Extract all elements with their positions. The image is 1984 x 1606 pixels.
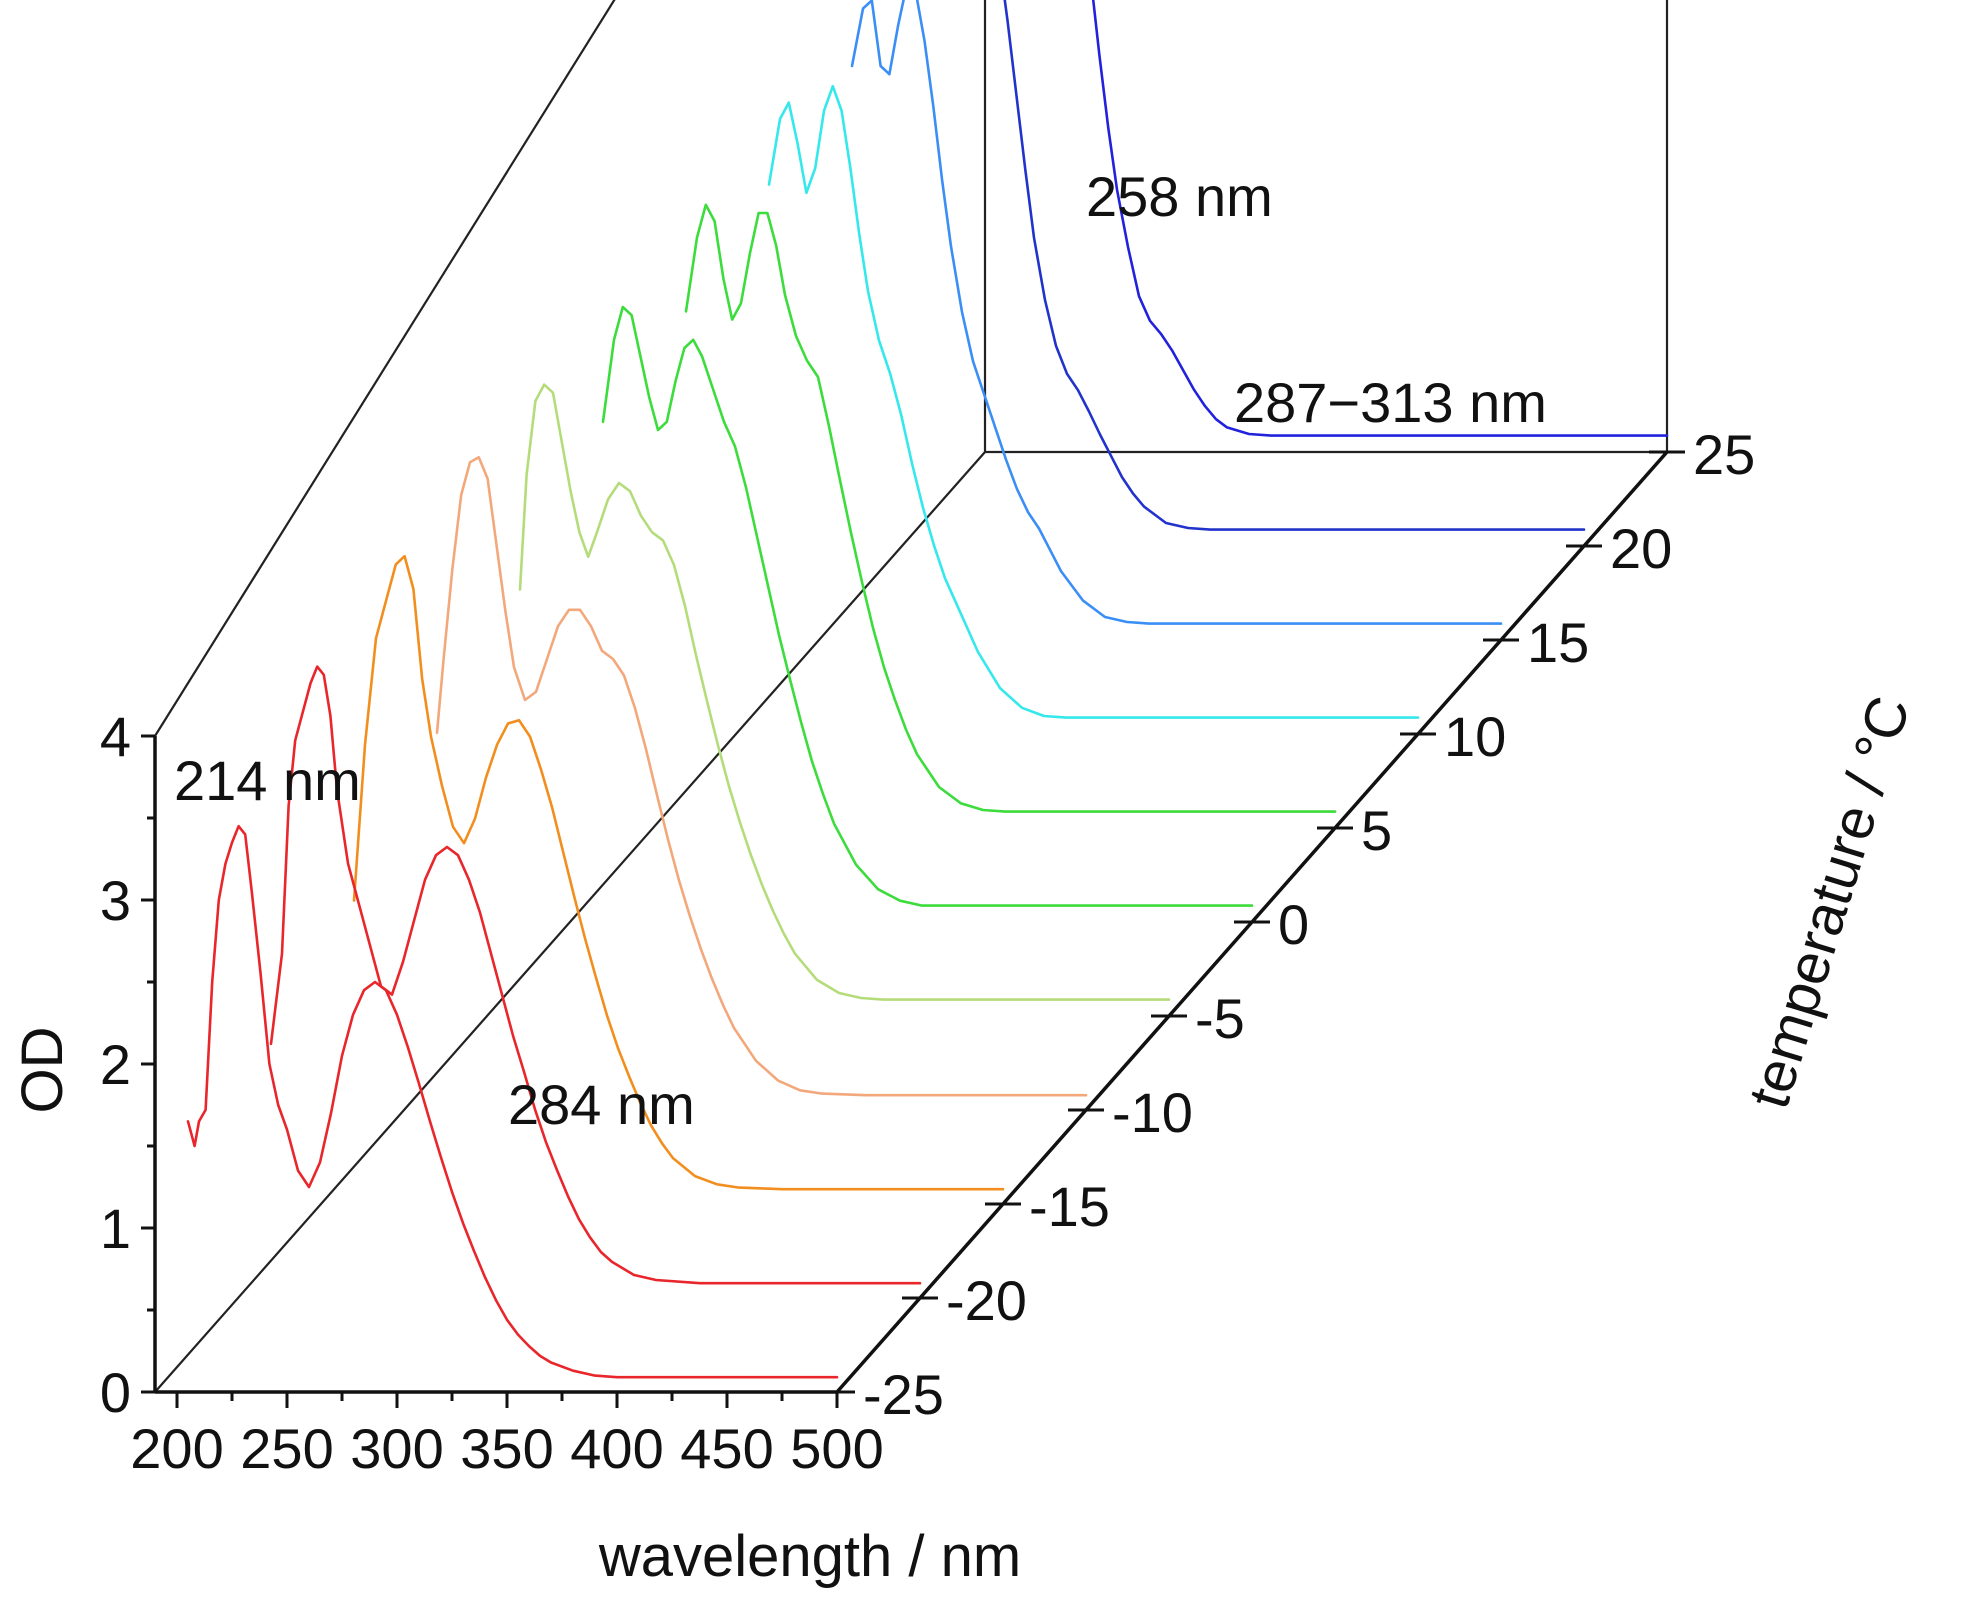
trace-t-5 xyxy=(518,383,1171,1001)
y-tick-label: 1 xyxy=(100,1197,131,1260)
z-tick-label: -10 xyxy=(1112,1081,1193,1144)
spectra-traces xyxy=(186,0,1669,1379)
x-tick-label: 200 xyxy=(130,1417,223,1480)
top-depth-edge xyxy=(154,0,616,737)
z-tick-label: 10 xyxy=(1444,705,1506,768)
annotation-287-313nm: 287−313 nm xyxy=(1234,371,1547,434)
trace-t5 xyxy=(684,203,1337,813)
trace-t-25 xyxy=(186,824,839,1379)
axes-frame xyxy=(153,0,1669,1394)
z-tick-label: 0 xyxy=(1278,893,1309,956)
axis-ticks xyxy=(141,450,1685,1408)
x-tick-label: 350 xyxy=(460,1417,553,1480)
x-axis-title: wavelength / nm xyxy=(598,1524,1021,1589)
y-tick-label: 0 xyxy=(100,1361,131,1424)
y-tick-label: 3 xyxy=(100,869,131,932)
x-tick-label: 400 xyxy=(570,1417,663,1480)
z-tick-label: -20 xyxy=(946,1269,1027,1332)
trace-t-15 xyxy=(352,554,1005,1191)
trace-t15 xyxy=(850,0,1503,625)
y-tick-label: 4 xyxy=(100,705,131,768)
z-tick-label: 20 xyxy=(1610,517,1672,580)
trace-t-20 xyxy=(269,665,922,1285)
trace-t-10 xyxy=(435,455,1088,1097)
trace-t0 xyxy=(601,305,1254,907)
z-tick-label: -15 xyxy=(1029,1175,1110,1238)
trace-t20 xyxy=(1003,0,1586,531)
floor-depth-edge xyxy=(154,451,986,1393)
x-tick-label: 500 xyxy=(790,1417,883,1480)
trace-t10 xyxy=(767,84,1420,719)
z-tick-label: 5 xyxy=(1361,799,1392,862)
annotation-258nm: 258 nm xyxy=(1086,165,1273,228)
z-tick-label: -5 xyxy=(1195,987,1245,1050)
x-tick-label: 250 xyxy=(240,1417,333,1480)
y-axis-title: OD xyxy=(10,1027,75,1114)
z-tick-label: -25 xyxy=(863,1363,944,1426)
x-tick-label: 300 xyxy=(350,1417,443,1480)
z-tick-label: 15 xyxy=(1527,611,1589,674)
y-tick-label: 2 xyxy=(100,1033,131,1096)
z-tick-label: 25 xyxy=(1693,423,1755,486)
trace-t25 xyxy=(1091,0,1669,437)
annotation-284nm: 284 nm xyxy=(508,1073,695,1136)
annotation-214nm: 214 nm xyxy=(174,749,361,812)
z-axis-title: temperature / °C xyxy=(1736,689,1923,1116)
x-tick-label: 450 xyxy=(680,1417,773,1480)
